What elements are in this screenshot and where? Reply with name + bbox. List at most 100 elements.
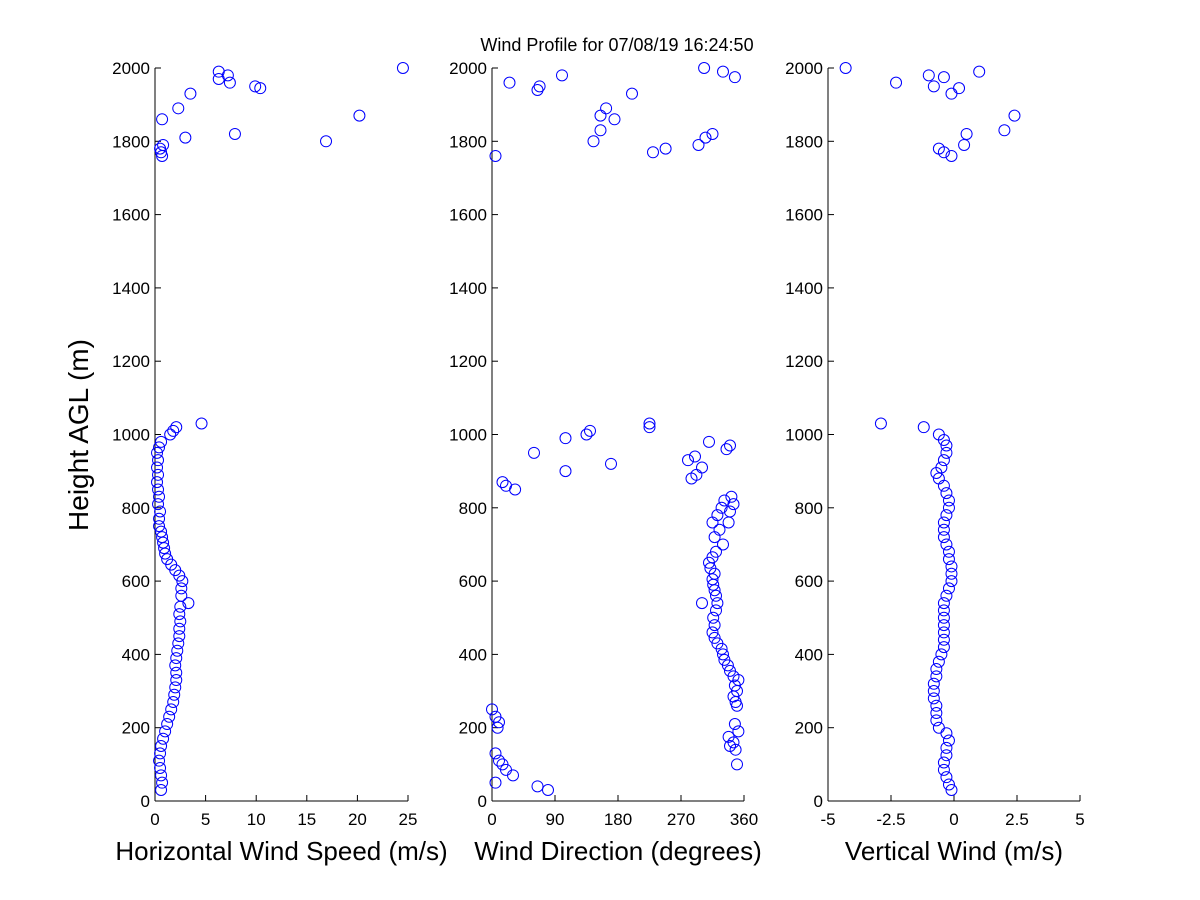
x-tick-label: -2.5: [876, 810, 905, 829]
data-point: [927, 685, 940, 698]
data-point: [945, 149, 958, 162]
data-point: [594, 124, 607, 137]
x-axis-label: Vertical Wind (m/s): [845, 836, 1063, 866]
data-point: [937, 71, 950, 84]
data-point: [155, 146, 168, 159]
data-point: [594, 109, 607, 122]
data-point: [706, 516, 719, 529]
data-point: [937, 479, 950, 492]
data-point: [152, 468, 165, 481]
data-point: [927, 692, 940, 705]
data-point: [711, 597, 724, 610]
data-point: [169, 659, 182, 672]
data-point: [930, 663, 943, 676]
y-tick-label: 600: [795, 572, 823, 591]
data-point: [942, 734, 955, 747]
data-point: [942, 778, 955, 791]
data-point: [559, 465, 572, 478]
data-point: [937, 641, 950, 654]
data-point: [717, 538, 729, 551]
panel-2: 0 200 400 600 800 1000 1200 1400 1600 1800 2000 0 90…: [449, 59, 762, 866]
y-tick-label: 1400: [785, 279, 823, 298]
x-tick-label: 180: [604, 810, 632, 829]
x-tick-label: 270: [667, 810, 695, 829]
data-point: [922, 69, 935, 82]
data-point: [154, 747, 167, 760]
data-point: [556, 69, 568, 82]
data-point: [937, 523, 950, 536]
data-point: [156, 113, 169, 126]
data-point: [153, 490, 166, 503]
data-point: [154, 505, 167, 518]
data-point: [153, 520, 166, 533]
data-point: [722, 516, 735, 529]
data-point: [156, 776, 169, 789]
data-point: [945, 87, 958, 100]
data-point: [718, 653, 731, 666]
data-point: [528, 446, 540, 459]
data-point: [254, 82, 267, 95]
data-point: [533, 80, 546, 93]
data-point: [155, 769, 168, 782]
data-point: [932, 721, 945, 734]
data-point: [732, 725, 745, 738]
data-point: [937, 626, 950, 639]
data-point: [396, 62, 409, 74]
data-point: [935, 648, 948, 661]
data-point: [169, 681, 182, 694]
panel-1: 0 200 400 600 800 1000 1200 1400 1600 1800 2000 0 5 1…: [112, 59, 448, 866]
data-point: [937, 763, 950, 776]
data-point: [728, 718, 741, 731]
data-point: [937, 597, 950, 610]
y-tick-label: 800: [122, 499, 150, 518]
data-point: [917, 421, 930, 434]
data-point: [692, 138, 705, 151]
data-point: [727, 498, 740, 511]
data-point: [163, 710, 176, 723]
data-point: [223, 76, 236, 89]
data-point: [179, 131, 192, 144]
data-point: [170, 652, 183, 665]
data-point: [707, 611, 720, 624]
data-point: [728, 71, 741, 84]
data-point: [942, 582, 955, 595]
data-point: [168, 688, 181, 701]
data-point: [940, 727, 953, 740]
data-point: [710, 545, 722, 558]
x-tick-label: 360: [730, 810, 758, 829]
data-point: [167, 424, 180, 437]
data-point: [708, 619, 721, 632]
data-point: [600, 102, 613, 115]
data-point: [960, 127, 973, 140]
data-point: [945, 784, 958, 797]
data-point: [176, 575, 189, 588]
data-point: [937, 531, 950, 544]
y-tick-label: 1000: [112, 426, 150, 445]
y-tick-label: 1200: [785, 352, 823, 371]
data-point: [170, 421, 183, 434]
data-point: [659, 142, 672, 155]
data-point: [717, 65, 729, 78]
data-point: [155, 784, 168, 797]
data-point: [175, 582, 188, 595]
data-point: [212, 65, 225, 78]
y-tick-label: 2000: [785, 59, 823, 78]
data-point: [930, 670, 943, 683]
y-tick-label: 400: [122, 645, 150, 664]
data-point: [647, 146, 659, 159]
data-point: [161, 553, 174, 566]
data-point: [998, 124, 1011, 137]
data-point: [945, 575, 958, 588]
data-point: [930, 699, 943, 712]
data-point: [937, 516, 950, 529]
data-point: [182, 597, 195, 610]
data-point: [942, 501, 955, 514]
data-point: [932, 428, 945, 441]
data-point: [722, 730, 735, 743]
data-point: [932, 142, 945, 155]
data-point: [942, 494, 955, 507]
data-point: [509, 483, 522, 496]
data-point: [155, 435, 168, 448]
data-point: [155, 740, 168, 753]
